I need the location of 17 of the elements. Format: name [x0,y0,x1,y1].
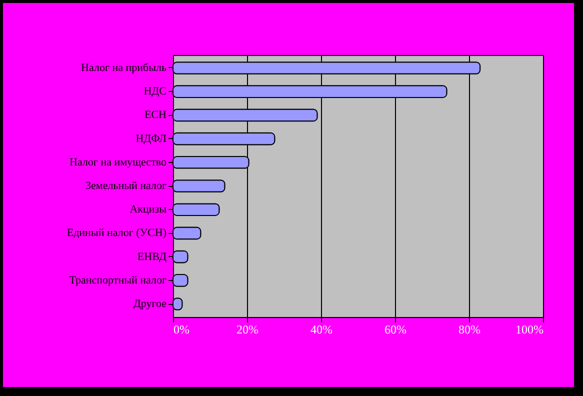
x-tick-label: 40% [310,322,332,336]
y-tick-label: Налог на прибыль [81,62,166,74]
y-tick-label: Единый налог (УСН) [66,227,167,240]
x-tick-label: 80% [458,322,480,336]
y-tick-label: Транспортный налог [69,274,167,286]
x-tick-label: 20% [236,322,258,336]
x-tick-label: 100% [516,322,544,336]
y-tick-label: ЕНВД [137,250,167,263]
y-tick-label: ЕСН [144,109,167,122]
x-tick-label: 60% [384,322,406,336]
y-tick-label: Земельный налог [85,180,167,192]
y-tick-label: НДС [144,86,166,98]
y-tick-label: Акцизы [130,204,168,216]
y-tick-label: НДФЛ [136,132,168,145]
y-tick-label: Налог на имущество [70,156,167,168]
x-tick-label: 0% [174,322,190,336]
y-tick-label: Другое [133,298,167,310]
